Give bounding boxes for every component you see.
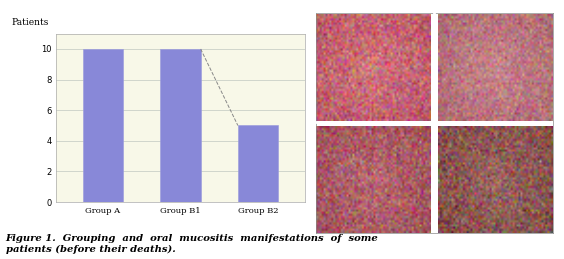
Legend: NUMBER: NUMBER: [328, 84, 375, 96]
Text: Patients: Patients: [12, 18, 49, 27]
Bar: [238, 126, 278, 202]
Text: Figure 1.  Grouping  and  oral  mucositis  manifestations  of  some
patients (be: Figure 1. Grouping and oral mucositis ma…: [6, 234, 378, 254]
Bar: [160, 49, 201, 202]
Bar: [83, 49, 123, 202]
